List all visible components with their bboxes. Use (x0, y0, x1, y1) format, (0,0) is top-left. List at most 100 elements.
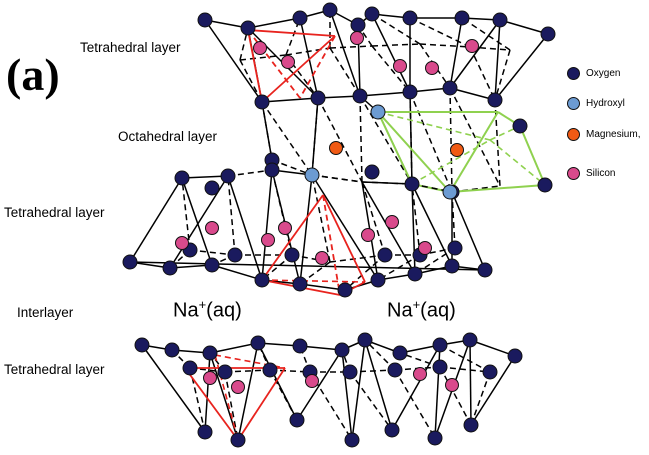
bond-line (351, 339, 366, 441)
oxygen-atom (477, 262, 493, 278)
bond-line (311, 97, 319, 176)
oxygen-atom (202, 345, 218, 361)
oxygen-atom (462, 332, 478, 348)
magnesium-atom-icon (567, 128, 580, 141)
ion-charge: + (198, 297, 207, 312)
highlight-edge (247, 29, 301, 99)
bond-line (494, 49, 511, 101)
bond-line (239, 27, 249, 61)
oxygen-atom (254, 272, 270, 288)
bond-line (261, 169, 273, 281)
oxygen-atom (364, 6, 380, 22)
oxygen-atom (384, 422, 400, 438)
legend-item-oxygen: Oxygen (567, 67, 620, 80)
bond-line (299, 17, 319, 99)
interlayer-label: Interlayer (17, 305, 74, 320)
oxygen-atom (442, 80, 458, 96)
silicon-atom (425, 61, 439, 75)
silicon-atom (445, 378, 459, 392)
oxygen-atom (164, 342, 180, 358)
silicon-atom (278, 221, 292, 235)
highlight-edge (519, 125, 546, 186)
bond-line (359, 95, 413, 185)
legend-item-hydroxyl: Hydroxyl (567, 97, 625, 110)
highlight-edge (214, 354, 286, 369)
bond-line (371, 13, 411, 93)
highlight-edge (377, 111, 451, 193)
oxygen-atom (342, 364, 358, 380)
oxygen-atom (134, 337, 150, 353)
oxygen-atom (254, 94, 270, 110)
oxygen-atom (404, 176, 420, 192)
highlight-edge (377, 111, 413, 185)
oxygen-atom (537, 177, 553, 193)
oxygen-atom (402, 10, 418, 26)
hydroxyl-atom-icon (567, 97, 580, 110)
oxygen-atom (292, 338, 308, 354)
oxygen-atom (230, 432, 246, 448)
bond-line (451, 191, 486, 271)
bond-line (141, 344, 206, 433)
bond-line (364, 339, 393, 431)
bond-line (411, 183, 416, 275)
bond-line (129, 261, 486, 271)
bond-line (285, 47, 331, 56)
bond-line (224, 371, 239, 441)
bond-line (409, 91, 453, 193)
oxygen-atom (289, 412, 305, 428)
bond-line (349, 371, 393, 431)
oxygen-atom (227, 247, 243, 263)
bond-line (181, 175, 229, 179)
ion-symbol: Na (173, 299, 199, 322)
silicon-atom (281, 55, 295, 69)
oxygen-atom (182, 360, 198, 376)
silicon-atom (385, 215, 399, 229)
oxygen-atom (292, 276, 308, 292)
bond-line (129, 177, 183, 263)
bond-line (209, 342, 259, 354)
bond-line (204, 19, 263, 103)
bond-line (371, 43, 421, 47)
highlight-edge (449, 111, 499, 193)
silicon-atom (393, 59, 407, 73)
oxygen-atom (264, 162, 280, 178)
bond-line (261, 101, 273, 161)
highlight-edge (237, 367, 286, 441)
oxygen-atom-icon (567, 67, 580, 80)
oxygen-atom (262, 362, 278, 378)
bond-line (469, 339, 516, 357)
legend-label: Oxygen (586, 68, 621, 79)
bond-line (469, 339, 472, 426)
panel-label: (a) (6, 49, 60, 100)
top-tetrahedral-layer-label: Tetrahedral layer (80, 40, 181, 55)
highlight-edge (247, 29, 263, 103)
bond-line (227, 169, 273, 177)
oxygen-atom (392, 345, 408, 361)
bond-line (329, 9, 361, 97)
bond-line (329, 254, 386, 263)
bond-line (494, 19, 501, 101)
silicon-atom (231, 380, 245, 394)
hydroxyl-atom (304, 167, 320, 183)
bond-line (359, 91, 411, 97)
bond-line (341, 349, 353, 441)
bond-line (499, 19, 549, 35)
highlight-edge (261, 194, 324, 281)
bond-line (361, 181, 386, 256)
legend-label: Silicon (586, 168, 616, 179)
ion-symbol: Na (387, 299, 413, 322)
ion-charge: + (412, 297, 421, 312)
highlight-edge (322, 194, 341, 296)
oxygen-atom (322, 2, 338, 18)
oxygen-atom (334, 342, 350, 358)
bond-line (239, 54, 287, 61)
bond-line (394, 369, 436, 439)
oxygen-atom (492, 12, 508, 28)
oxygen-atom (364, 164, 380, 180)
bond-line (261, 101, 313, 176)
hydroxyl-atom (370, 104, 386, 120)
bond-line (296, 349, 343, 421)
highlight-edge (377, 111, 491, 141)
bond-line (204, 352, 211, 433)
bond-line (317, 97, 363, 183)
